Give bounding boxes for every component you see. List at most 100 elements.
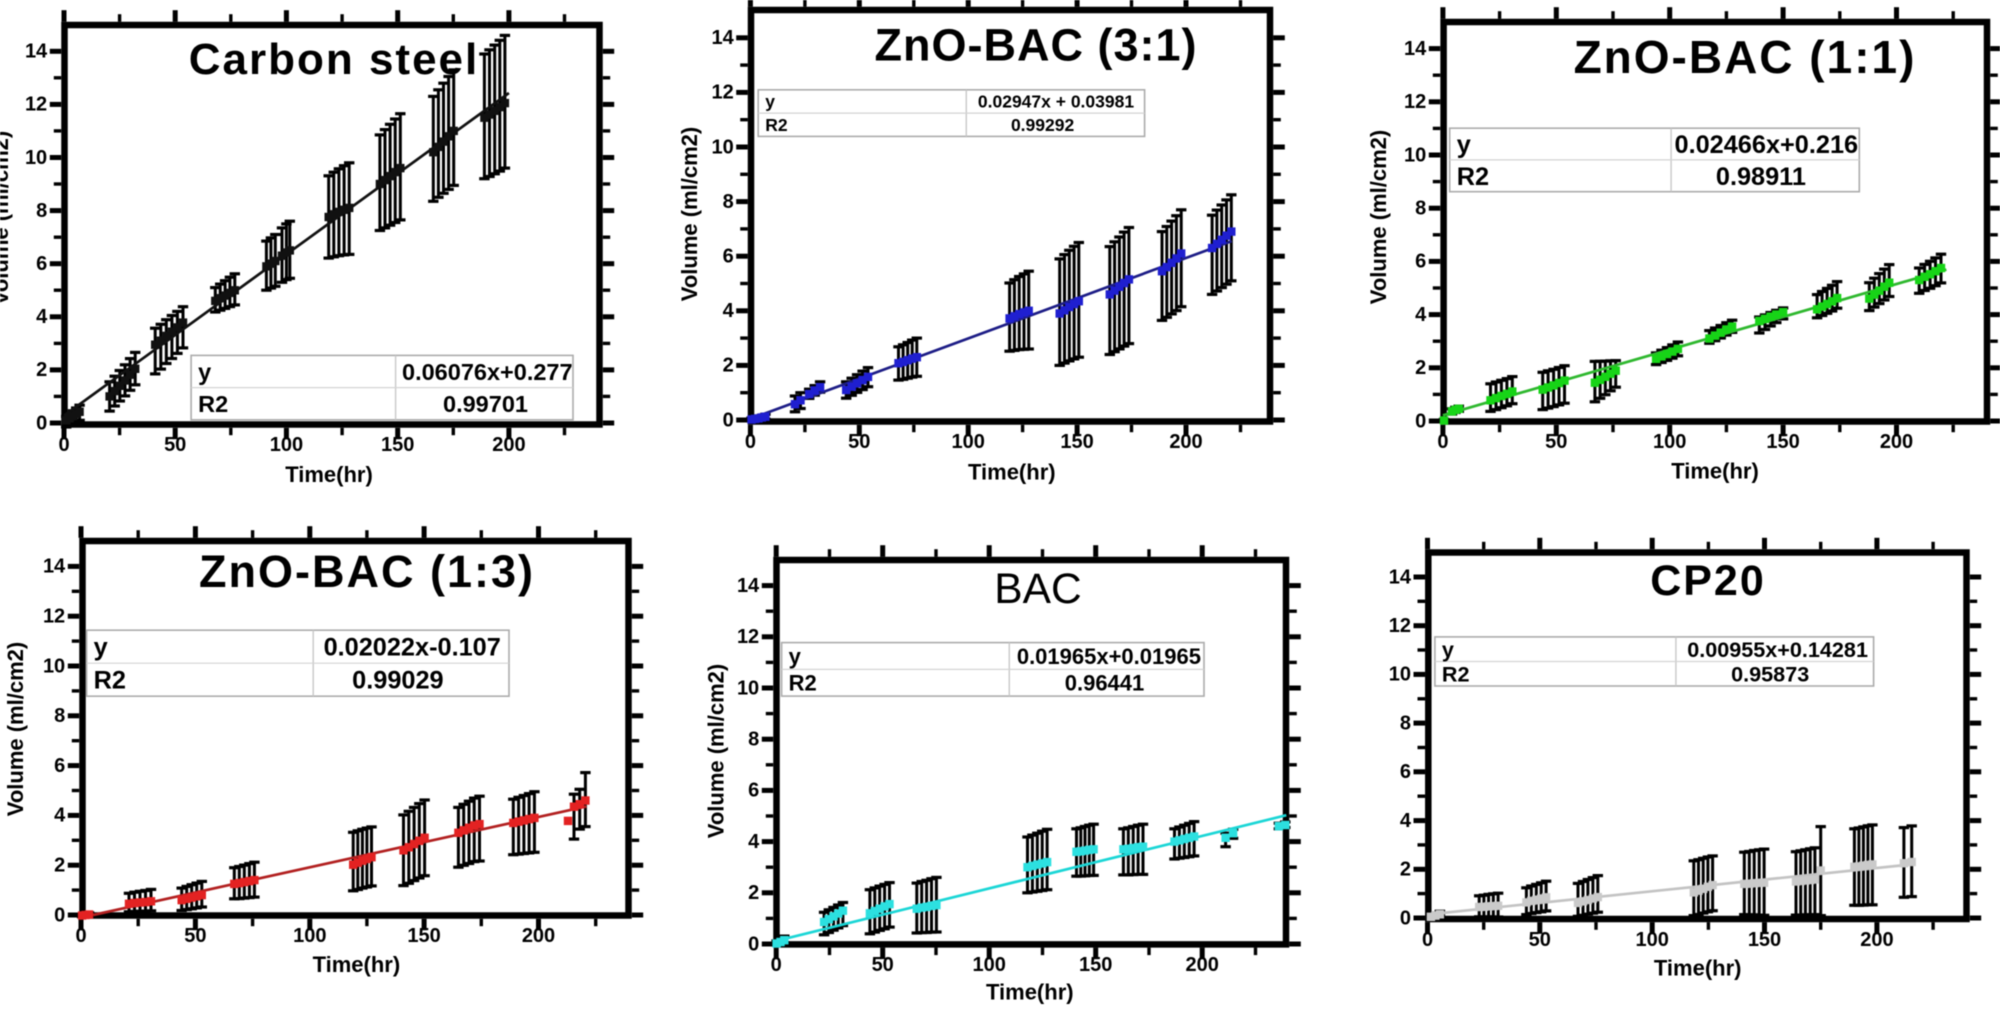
svg-text:100: 100 xyxy=(1653,431,1686,453)
svg-text:0: 0 xyxy=(75,925,86,947)
svg-text:0.95873: 0.95873 xyxy=(1731,661,1809,686)
svg-text:14: 14 xyxy=(712,27,735,49)
svg-text:4: 4 xyxy=(1415,304,1427,326)
svg-text:2: 2 xyxy=(54,855,65,877)
svg-text:200: 200 xyxy=(1880,431,1913,453)
svg-text:0: 0 xyxy=(771,954,782,976)
svg-text:100: 100 xyxy=(952,431,985,453)
svg-text:0.96441: 0.96441 xyxy=(1065,671,1145,696)
svg-text:150: 150 xyxy=(1060,431,1093,453)
svg-text:0: 0 xyxy=(58,434,69,456)
svg-text:R2: R2 xyxy=(94,667,126,695)
svg-text:150: 150 xyxy=(407,925,440,947)
svg-text:2: 2 xyxy=(36,359,47,381)
svg-text:4: 4 xyxy=(748,831,760,853)
svg-text:6: 6 xyxy=(748,780,759,802)
svg-text:50: 50 xyxy=(184,925,206,947)
svg-text:100: 100 xyxy=(270,434,303,456)
svg-text:y: y xyxy=(198,359,211,385)
svg-text:10: 10 xyxy=(1389,664,1411,686)
svg-text:y: y xyxy=(1442,637,1454,662)
svg-text:y: y xyxy=(765,92,775,112)
svg-text:0: 0 xyxy=(1437,431,1448,453)
svg-text:Time(hr): Time(hr) xyxy=(986,979,1074,1004)
svg-text:y: y xyxy=(789,644,802,669)
svg-text:Volume (ml/cm2): Volume (ml/cm2) xyxy=(3,642,28,816)
svg-text:Time(hr): Time(hr) xyxy=(1654,956,1742,981)
svg-text:10: 10 xyxy=(43,655,65,677)
svg-text:R2: R2 xyxy=(1442,661,1470,686)
svg-text:0.00955x+0.14281: 0.00955x+0.14281 xyxy=(1687,637,1868,662)
svg-text:Time(hr): Time(hr) xyxy=(285,462,373,487)
svg-text:4: 4 xyxy=(36,306,48,328)
svg-text:8: 8 xyxy=(36,200,47,222)
svg-text:12: 12 xyxy=(1389,615,1411,637)
svg-text:50: 50 xyxy=(872,954,894,976)
svg-text:2: 2 xyxy=(1415,357,1426,379)
svg-text:50: 50 xyxy=(1545,431,1567,453)
svg-text:0.02947x + 0.03981: 0.02947x + 0.03981 xyxy=(978,92,1134,112)
svg-text:R2: R2 xyxy=(1457,163,1489,191)
svg-text:6: 6 xyxy=(1415,251,1426,273)
svg-text:CP20: CP20 xyxy=(1650,557,1766,605)
svg-text:10: 10 xyxy=(1404,144,1426,166)
svg-text:2: 2 xyxy=(723,355,734,377)
svg-text:0: 0 xyxy=(1415,410,1426,432)
svg-text:0: 0 xyxy=(1422,929,1433,951)
svg-text:14: 14 xyxy=(1389,566,1412,588)
svg-text:4: 4 xyxy=(723,300,735,322)
svg-text:100: 100 xyxy=(973,954,1006,976)
svg-text:BAC: BAC xyxy=(994,566,1081,613)
svg-text:14: 14 xyxy=(25,41,48,63)
svg-text:0.99292: 0.99292 xyxy=(1011,115,1075,135)
svg-text:Time(hr): Time(hr) xyxy=(313,952,401,977)
svg-text:Volume (ml/cm2): Volume (ml/cm2) xyxy=(0,131,13,305)
svg-text:200: 200 xyxy=(1169,431,1202,453)
svg-text:0.02466x+0.216: 0.02466x+0.216 xyxy=(1675,131,1859,159)
svg-text:6: 6 xyxy=(1400,761,1411,783)
svg-text:14: 14 xyxy=(1404,38,1427,60)
svg-text:150: 150 xyxy=(1766,431,1799,453)
svg-text:0: 0 xyxy=(36,412,47,434)
svg-text:150: 150 xyxy=(381,434,414,456)
svg-text:8: 8 xyxy=(54,705,65,727)
svg-text:0.99029: 0.99029 xyxy=(352,667,443,695)
svg-text:8: 8 xyxy=(748,729,759,751)
svg-text:R2: R2 xyxy=(789,671,817,696)
svg-text:0.06076x+0.277: 0.06076x+0.277 xyxy=(402,359,573,385)
svg-text:Volume (ml/cm2): Volume (ml/cm2) xyxy=(1366,130,1391,304)
svg-text:200: 200 xyxy=(522,925,555,947)
svg-text:50: 50 xyxy=(164,434,186,456)
svg-text:100: 100 xyxy=(293,925,326,947)
svg-text:0.99701: 0.99701 xyxy=(443,391,528,417)
svg-text:2: 2 xyxy=(748,882,759,904)
svg-text:200: 200 xyxy=(492,434,525,456)
svg-text:50: 50 xyxy=(848,431,870,453)
svg-text:0: 0 xyxy=(1400,907,1411,929)
svg-text:Volume (ml/cm2): Volume (ml/cm2) xyxy=(677,127,702,301)
svg-text:12: 12 xyxy=(737,626,759,648)
svg-text:4: 4 xyxy=(1400,810,1412,832)
svg-text:0: 0 xyxy=(54,904,65,926)
svg-text:ZnO-BAC (1:1): ZnO-BAC (1:1) xyxy=(1574,31,1917,83)
svg-text:150: 150 xyxy=(1079,954,1112,976)
svg-text:200: 200 xyxy=(1860,929,1893,951)
svg-text:10: 10 xyxy=(25,147,47,169)
svg-text:100: 100 xyxy=(1636,929,1669,951)
svg-text:0.01965x+0.01965: 0.01965x+0.01965 xyxy=(1017,644,1201,669)
svg-text:R2: R2 xyxy=(765,115,788,135)
svg-text:6: 6 xyxy=(723,246,734,268)
svg-text:0.98911: 0.98911 xyxy=(1716,163,1806,191)
svg-text:0: 0 xyxy=(748,933,759,955)
svg-text:12: 12 xyxy=(25,94,47,116)
svg-text:ZnO-BAC (3:1): ZnO-BAC (3:1) xyxy=(875,20,1198,71)
svg-text:8: 8 xyxy=(1415,198,1426,220)
svg-text:0.02022x-0.107: 0.02022x-0.107 xyxy=(324,634,501,662)
svg-text:R2: R2 xyxy=(198,391,228,417)
svg-text:Volume (ml/cm2): Volume (ml/cm2) xyxy=(704,664,729,838)
svg-text:14: 14 xyxy=(737,575,760,597)
svg-text:8: 8 xyxy=(1400,712,1411,734)
svg-text:y: y xyxy=(1457,131,1471,159)
svg-text:12: 12 xyxy=(712,82,734,104)
svg-text:ZnO-BAC (1:3): ZnO-BAC (1:3) xyxy=(199,546,535,597)
